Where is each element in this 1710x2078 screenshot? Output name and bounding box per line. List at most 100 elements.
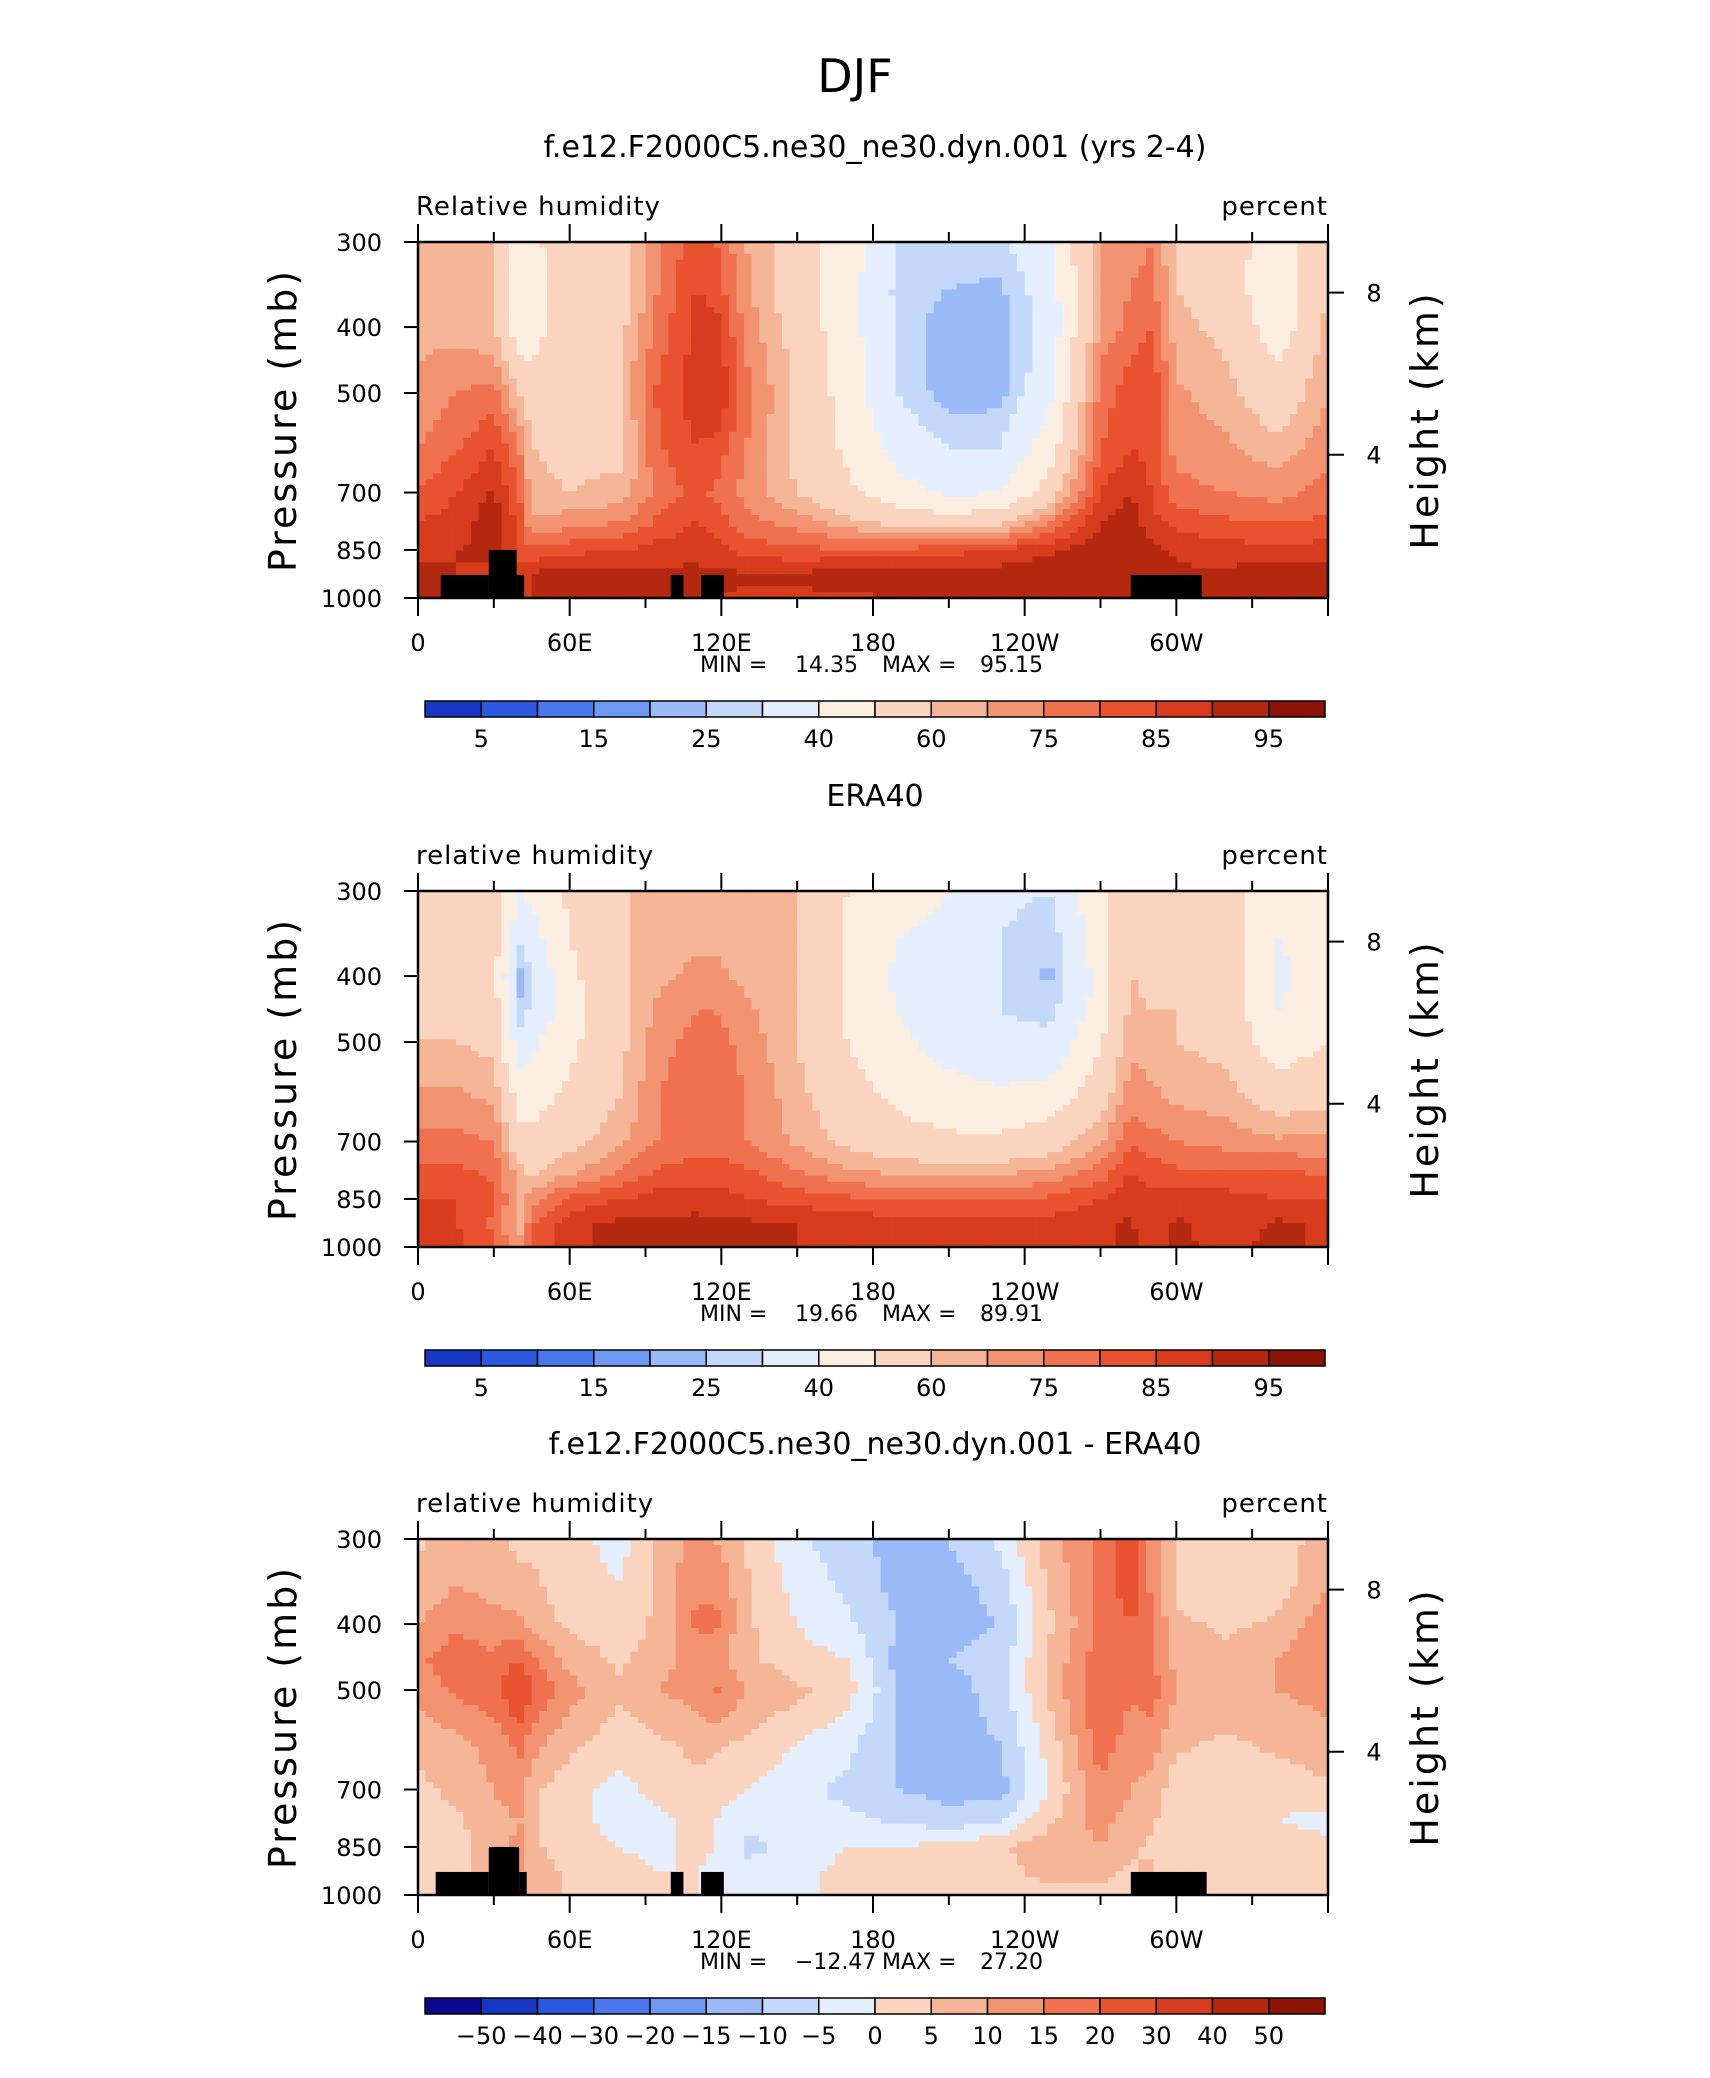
contour-cell [1092, 301, 1102, 308]
contour-cell [418, 277, 427, 285]
contour-cell [1017, 301, 1026, 308]
contour-cell [516, 247, 525, 255]
contour-cell [1062, 402, 1071, 409]
contour-cell [721, 455, 730, 463]
contour-cell [645, 479, 654, 486]
contour-cell [1017, 360, 1026, 368]
contour-cell [1039, 301, 1049, 308]
contour-cell [425, 295, 434, 302]
contour-cell [592, 431, 601, 439]
contour-cell [1047, 253, 1056, 261]
contour-cell [455, 295, 465, 302]
contour-cell [440, 455, 449, 463]
contour-cell [1312, 307, 1322, 314]
contour-cell [524, 295, 533, 302]
contour-cell [1153, 473, 1162, 480]
contour-cell [1206, 390, 1215, 397]
contour-cell [425, 342, 434, 350]
contour-cell [1244, 455, 1253, 463]
contour-cell [592, 420, 601, 427]
contour-cell [1206, 242, 1215, 249]
contour-cell [630, 354, 639, 362]
contour-cell [706, 301, 715, 308]
contour-cell [1092, 265, 1102, 273]
contour-cell [782, 378, 791, 385]
contour-cell [1176, 366, 1185, 374]
contour-cell [857, 271, 867, 279]
contour-cell [941, 414, 950, 421]
contour-cell [971, 396, 980, 403]
contour-cell [728, 402, 738, 409]
contour-cell [1214, 431, 1223, 439]
contour-cell [531, 259, 540, 267]
contour-cell [622, 242, 631, 249]
contour-cell [782, 348, 791, 356]
contour-cell [478, 342, 487, 350]
contour-cell [1259, 271, 1268, 279]
contour-cell [789, 342, 798, 350]
contour-cell [539, 319, 548, 326]
contour-cell [903, 348, 912, 356]
contour-cell [607, 342, 616, 350]
contour-cell [675, 253, 685, 261]
contour-cell [1176, 331, 1185, 338]
contour-cell [569, 319, 578, 326]
contour-cell [463, 372, 472, 380]
contour-cell [1176, 247, 1185, 255]
contour-cell [478, 372, 487, 380]
contour-cell [1214, 295, 1223, 302]
contour-cell [455, 319, 465, 326]
contour-cell [645, 449, 654, 457]
contour-cell [1092, 461, 1102, 469]
contour-cell [766, 295, 776, 302]
contour-cell [1138, 366, 1147, 374]
contour-cell [789, 467, 798, 474]
contour-cell [736, 253, 745, 261]
contour-cell [486, 420, 495, 427]
contour-cell [509, 325, 518, 332]
contour-cell [577, 443, 586, 451]
contour-cell [425, 390, 434, 397]
contour-cell [569, 354, 578, 362]
contour-cell [918, 384, 927, 391]
contour-cell [910, 331, 920, 338]
contour-cell [873, 348, 882, 356]
contour-cell [1115, 253, 1124, 261]
contour-cell [766, 342, 776, 350]
contour-cell [562, 384, 571, 391]
contour-cell [1206, 295, 1215, 302]
contour-cell [903, 396, 912, 403]
contour-cell [865, 289, 874, 296]
contour-cell [850, 455, 859, 463]
contour-cell [1039, 461, 1049, 469]
contour-cell [804, 420, 813, 427]
contour-cell [637, 277, 647, 285]
contour-cell [926, 414, 935, 421]
contour-cell [1085, 307, 1094, 314]
contour-cell [1274, 277, 1284, 285]
contour-cell [804, 473, 813, 480]
contour-cell [1123, 247, 1132, 255]
contour-cell [964, 431, 973, 439]
contour-cell [1282, 461, 1291, 469]
contour-cell [1146, 467, 1155, 474]
contour-cell [1183, 396, 1193, 403]
contour-cell [698, 307, 707, 314]
contour-cell [926, 253, 935, 261]
contour-cell [448, 342, 457, 350]
contour-cell [1214, 479, 1223, 486]
contour-cell [562, 378, 571, 385]
contour-cell [721, 467, 730, 474]
contour-cell [1009, 295, 1018, 302]
contour-cell [1100, 354, 1109, 362]
contour-cell [1320, 319, 1329, 326]
contour-cell [797, 396, 806, 403]
contour-cell [463, 289, 472, 296]
contour-cell [1259, 443, 1268, 451]
contour-cell [584, 414, 594, 421]
contour-cell [546, 307, 556, 314]
contour-cell [1123, 313, 1132, 320]
contour-cell [1199, 265, 1208, 273]
contour-cell [986, 331, 995, 338]
contour-cell [425, 449, 434, 457]
